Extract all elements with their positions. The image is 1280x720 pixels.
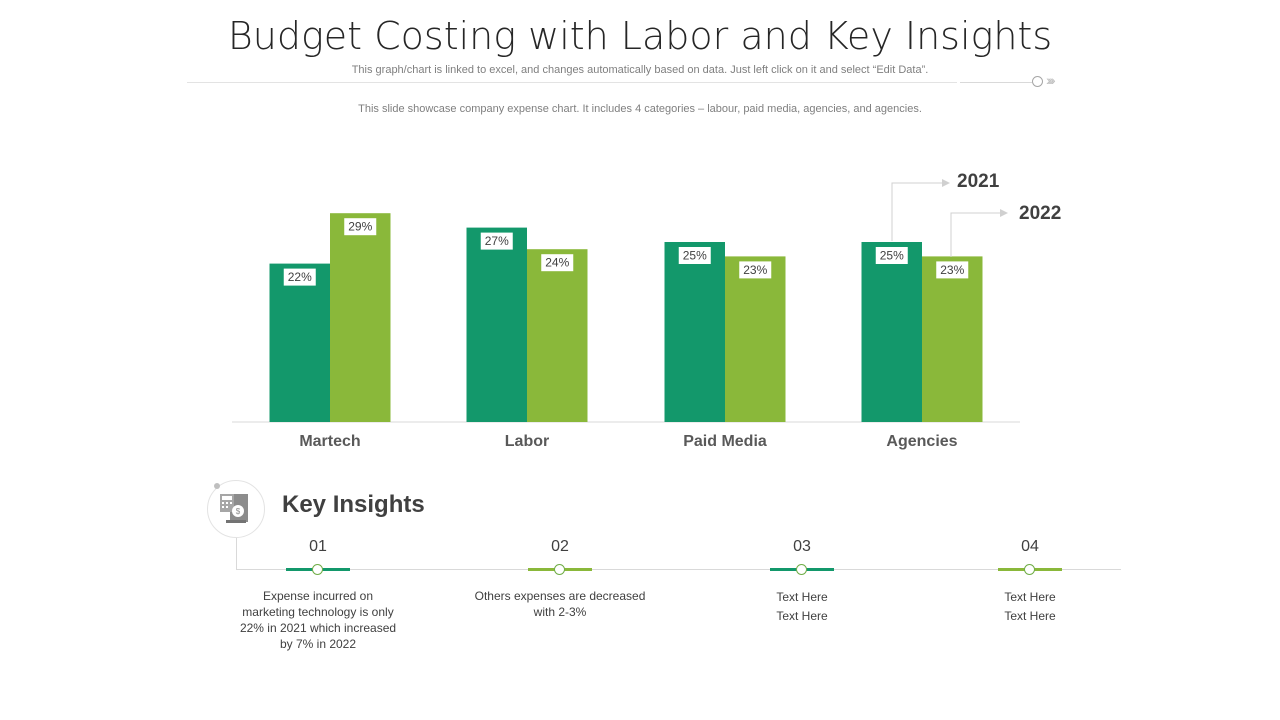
insight-number: 02 — [551, 538, 569, 555]
legend-connector-2022 — [950, 212, 1002, 257]
page-title: Budget Costing with Labor and Key Insigh… — [227, 14, 1053, 58]
decorative-dot — [214, 483, 220, 489]
arrow-icon — [942, 179, 950, 187]
timeline-node — [796, 564, 807, 575]
insight-text-line: marketing technology is only — [242, 605, 394, 619]
insight-text-line: Text Here — [776, 609, 828, 623]
svg-text:$: $ — [236, 507, 241, 516]
category-label: Martech — [299, 433, 360, 450]
bar-chart: 22% 29% Martech 27% 24% Labor 25% 23% Paid Media… — [232, 171, 1061, 450]
insight-text: Text Here Text Here — [970, 588, 1090, 626]
data-label-box — [875, 247, 908, 264]
data-label: 25% — [683, 249, 707, 263]
data-label-box — [678, 247, 711, 264]
header-divider-right — [960, 82, 1032, 83]
insight-number: 01 — [309, 538, 327, 555]
timeline-connector — [236, 538, 237, 570]
bar-paid-media-2021[interactable] — [664, 242, 726, 422]
data-label: 27% — [485, 234, 509, 248]
data-label-box — [739, 261, 772, 279]
bar-agencies-2021[interactable] — [861, 242, 923, 422]
data-label: 24% — [545, 256, 569, 270]
insight-text-line: Text Here — [1004, 590, 1056, 604]
data-label: 25% — [880, 249, 904, 263]
insight-text-line: Text Here — [1004, 609, 1056, 623]
insight-text-line: Expense incurred on — [262, 589, 374, 603]
category-label: Paid Media — [683, 433, 767, 450]
timeline-node — [554, 564, 565, 575]
insight-number: 03 — [793, 538, 811, 555]
insight-text: Others expenses are decreased with 2-3% — [460, 588, 660, 620]
insight-text-line: 22% in 2021 which increased — [239, 621, 397, 635]
data-label-box — [936, 261, 969, 279]
insight-text-line: with 2-3% — [533, 605, 587, 619]
legend-connector-2021 — [891, 182, 944, 241]
data-label-box — [541, 254, 574, 272]
budget-calculator-icon: $ — [220, 494, 248, 523]
timeline-node — [1024, 564, 1035, 575]
insight-number: 04 — [1021, 538, 1039, 555]
bar-agencies-2022[interactable] — [922, 256, 983, 422]
bar-martech-2021[interactable] — [269, 263, 331, 422]
data-label-box — [283, 268, 316, 286]
timeline-node — [312, 564, 323, 575]
bar-paid-media-2022[interactable] — [725, 256, 786, 422]
data-label: 23% — [743, 263, 767, 277]
category-label: Labor — [505, 433, 549, 450]
insight-text-line: Others expenses are decreased — [474, 589, 646, 603]
legend-label-2022: 2022 — [1019, 203, 1061, 224]
data-label-box — [480, 232, 513, 250]
edit-data-note: This graph/chart is linked to excel, and… — [351, 64, 929, 76]
data-label: 29% — [348, 220, 372, 234]
data-label: 23% — [940, 263, 964, 277]
chevrons-right-icon: ›››› — [1046, 72, 1056, 88]
data-label: 22% — [288, 270, 312, 284]
insight-text-line: by 7% in 2022 — [279, 637, 357, 651]
header-circle-icon — [1032, 76, 1043, 87]
slide-description: This slide showcase company expense char… — [358, 103, 922, 115]
arrow-icon — [1000, 209, 1008, 217]
category-label: Agencies — [886, 433, 957, 450]
bar-labor-2022[interactable] — [527, 249, 588, 422]
timeline-line — [236, 569, 1121, 570]
data-label-box — [344, 218, 377, 236]
header-divider — [187, 82, 957, 83]
bar-martech-2022[interactable] — [330, 213, 391, 422]
insight-text-line: Text Here — [776, 590, 828, 604]
insight-text: Text Here Text Here — [742, 588, 862, 626]
insight-text: Expense incurred on marketing technology … — [223, 588, 413, 652]
legend-label-2021: 2021 — [957, 171, 1000, 192]
bar-labor-2021[interactable] — [466, 227, 528, 422]
key-insights-title: Key Insights — [282, 491, 425, 518]
